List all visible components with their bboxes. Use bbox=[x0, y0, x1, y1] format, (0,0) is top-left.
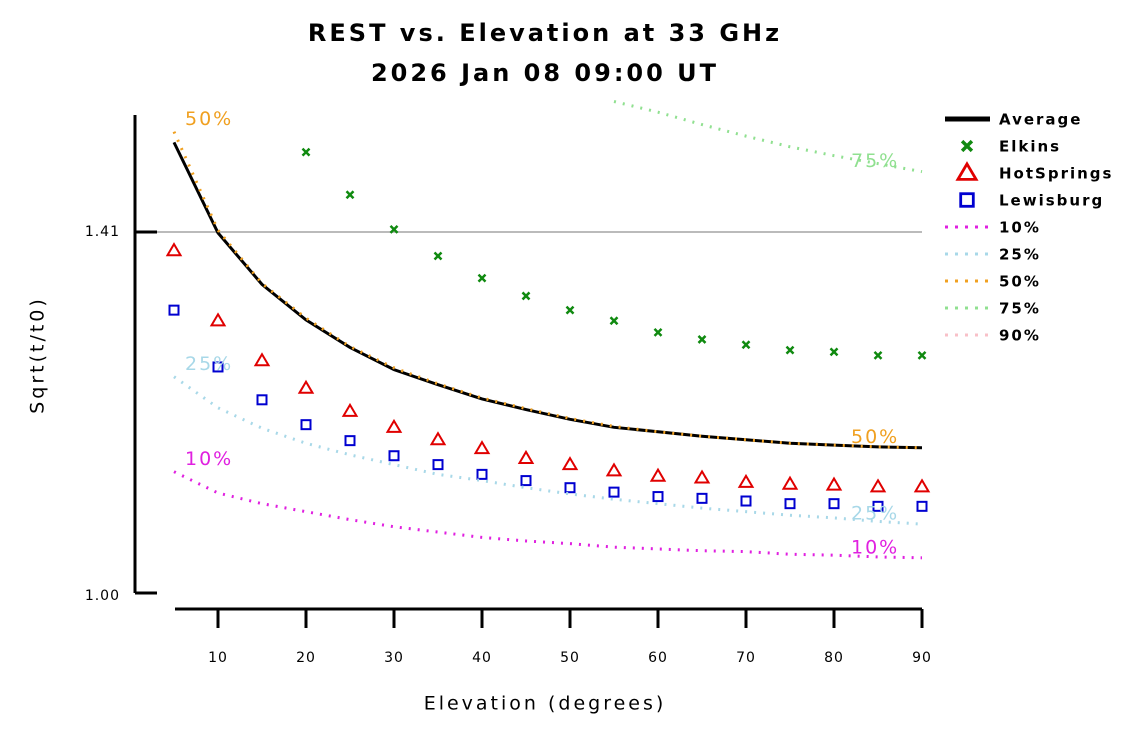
x-tick-label: 20 bbox=[296, 650, 316, 666]
x-tick-label: 60 bbox=[648, 650, 668, 666]
elkins-point bbox=[917, 351, 927, 360]
elkins-point bbox=[521, 291, 531, 301]
x-tick-label: 50 bbox=[560, 650, 580, 666]
x-tick-label: 70 bbox=[736, 650, 756, 666]
legend-label: Elkins bbox=[999, 138, 1061, 156]
curve-label: 10% bbox=[185, 448, 233, 470]
lewisburg-point bbox=[652, 491, 664, 503]
hotsprings-point bbox=[517, 449, 535, 464]
hotsprings-point bbox=[429, 431, 447, 446]
x-tick-label: 90 bbox=[912, 650, 932, 666]
hotsprings-point bbox=[825, 476, 843, 491]
lewisburg-point bbox=[476, 468, 488, 480]
curve-label: 50% bbox=[851, 426, 899, 448]
lewisburg-point bbox=[168, 304, 180, 316]
hotsprings-point bbox=[297, 379, 315, 394]
elkins-point bbox=[653, 327, 663, 337]
elkins-point bbox=[565, 305, 575, 315]
lewisburg-point bbox=[432, 459, 444, 471]
lewisburg-point bbox=[212, 361, 224, 373]
elkins-point bbox=[697, 335, 707, 344]
elkins-point bbox=[829, 347, 839, 357]
lewisburg-point bbox=[740, 495, 752, 507]
percentile-line bbox=[172, 131, 923, 450]
hotsprings-point bbox=[341, 402, 359, 417]
lewisburg-point bbox=[828, 498, 840, 510]
lewisburg-point bbox=[388, 450, 400, 462]
legend-label: Average bbox=[999, 111, 1082, 129]
elkins-point bbox=[345, 190, 355, 200]
lewisburg-point bbox=[608, 486, 620, 498]
legend-swatch bbox=[960, 139, 974, 153]
elkins-point bbox=[477, 273, 487, 283]
elkins-point bbox=[785, 345, 795, 355]
elkins-point bbox=[389, 224, 399, 234]
curve-label: 25% bbox=[185, 353, 233, 375]
hotsprings-point bbox=[253, 352, 271, 367]
x-tick-label: 80 bbox=[824, 650, 844, 666]
hotsprings-point bbox=[561, 456, 579, 471]
lewisburg-point bbox=[256, 394, 268, 406]
x-axis-label: Elevation (degrees) bbox=[424, 693, 667, 715]
lewisburg-point bbox=[564, 482, 576, 494]
legend-label: 10% bbox=[999, 219, 1041, 237]
legend-swatch bbox=[955, 161, 979, 181]
chart-title: REST vs. Elevation at 33 GHz bbox=[308, 19, 782, 47]
hotsprings-point bbox=[605, 462, 623, 477]
average-line bbox=[172, 141, 923, 450]
curve-label: 50% bbox=[185, 108, 233, 130]
hotsprings-point bbox=[209, 312, 227, 327]
legend-label: 75% bbox=[999, 300, 1041, 318]
legend-swatch bbox=[959, 192, 975, 208]
legend-label: HotSprings bbox=[999, 165, 1113, 183]
hotsprings-point bbox=[869, 478, 887, 493]
percentile-line bbox=[173, 470, 923, 560]
hotsprings-point bbox=[385, 418, 403, 433]
lewisburg-point bbox=[300, 419, 312, 431]
hotsprings-point bbox=[649, 467, 667, 482]
chart-subtitle: 2026 Jan 08 09:00 UT bbox=[371, 59, 719, 87]
hotsprings-point bbox=[737, 473, 755, 488]
x-tick-label: 10 bbox=[208, 650, 228, 666]
legend-label: 90% bbox=[999, 327, 1041, 345]
curve-label: 10% bbox=[851, 536, 899, 558]
hotsprings-point bbox=[693, 469, 711, 484]
lewisburg-point bbox=[916, 500, 928, 512]
x-tick-label: 40 bbox=[472, 650, 492, 666]
percentile-line bbox=[173, 375, 923, 526]
lewisburg-point bbox=[696, 492, 708, 504]
y-axis-label: Sqrt(t/t0) bbox=[27, 296, 49, 414]
hotsprings-point bbox=[913, 478, 931, 493]
elkins-point bbox=[609, 316, 619, 326]
y-tick-label: 1.00 bbox=[85, 588, 120, 604]
hotsprings-point bbox=[781, 475, 799, 490]
lewisburg-point bbox=[520, 475, 532, 487]
lewisburg-point bbox=[784, 498, 796, 510]
y-tick-label: 1.41 bbox=[85, 224, 120, 240]
curve-label: 25% bbox=[851, 503, 899, 525]
elkins-point bbox=[741, 340, 751, 350]
elkins-point bbox=[301, 147, 311, 157]
x-tick-label: 30 bbox=[384, 650, 404, 666]
hotsprings-point bbox=[165, 242, 183, 257]
curve-label: 75% bbox=[851, 150, 899, 172]
elkins-point bbox=[873, 351, 883, 360]
legend-label: Lewisburg bbox=[999, 192, 1104, 210]
hotsprings-point bbox=[473, 440, 491, 455]
lewisburg-point bbox=[344, 435, 356, 447]
lewisburg-point bbox=[872, 500, 884, 512]
legend-label: 25% bbox=[999, 246, 1041, 264]
legend-label: 50% bbox=[999, 273, 1041, 291]
elkins-point bbox=[433, 251, 443, 261]
